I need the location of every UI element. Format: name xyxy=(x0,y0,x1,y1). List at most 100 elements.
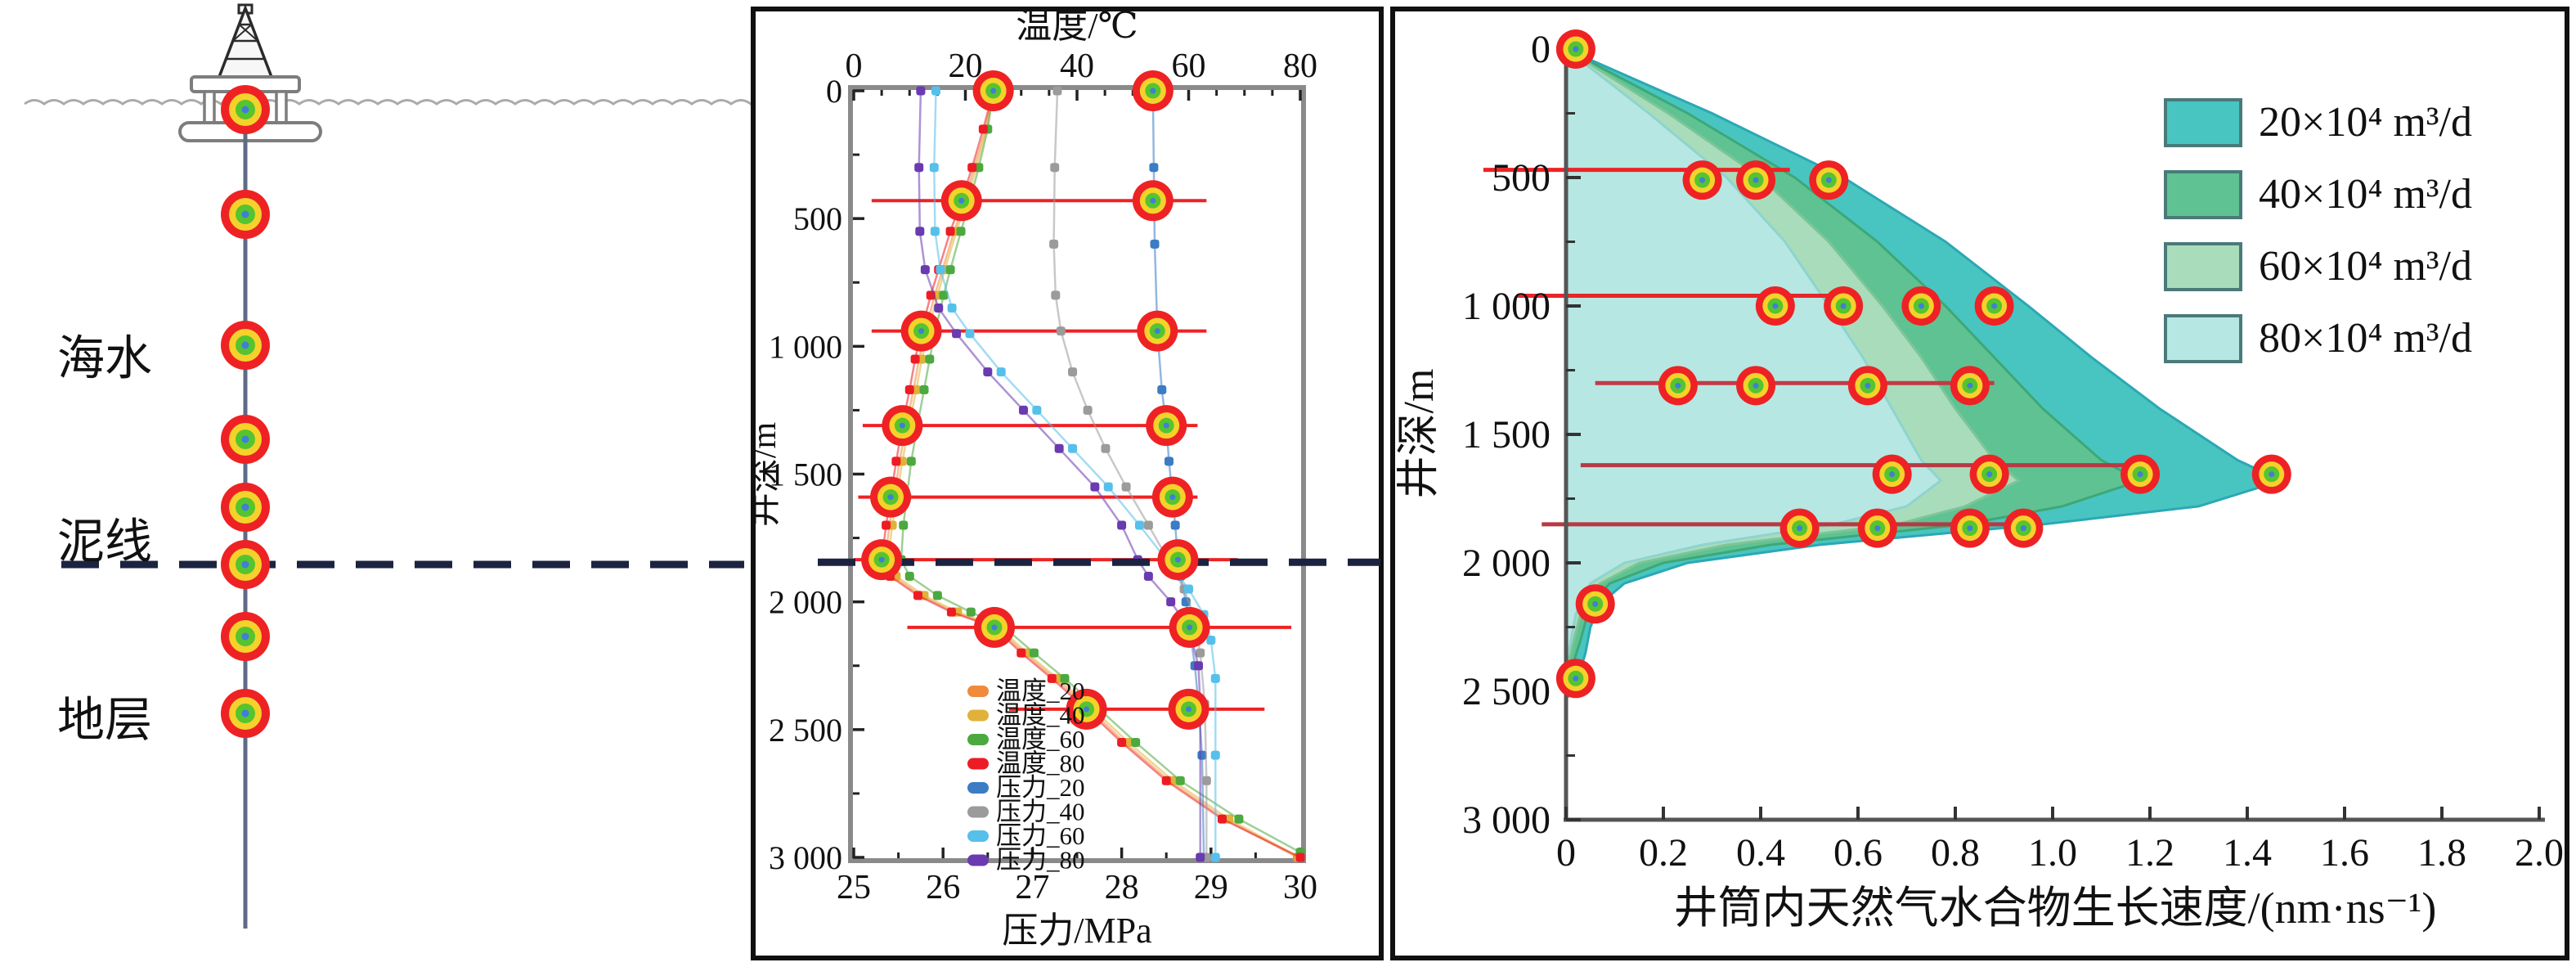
data-point xyxy=(1083,405,1093,415)
temperature-node-marker xyxy=(870,476,912,518)
growth-node-marker xyxy=(1682,160,1722,200)
sea-surface-wave xyxy=(24,99,751,106)
axis-text: 60 xyxy=(1172,47,1206,85)
growth-node-marker xyxy=(1974,286,2014,326)
data-point xyxy=(1121,482,1131,492)
hydrate-growth-group: 0 0.2 0.4 0.6 0.8 1.0 1.2 1.4 1.6 1.8 2.0 0 500 1 000… xyxy=(1390,7,2569,960)
axis-text: 1 500 xyxy=(769,456,842,492)
data-point xyxy=(920,265,930,275)
growth-node-marker xyxy=(1847,366,1887,406)
pressure-node-marker xyxy=(1168,688,1209,730)
well-node-marker xyxy=(221,612,270,661)
well-node-marker xyxy=(221,540,270,589)
legend-label: 60×10⁴ m³/d xyxy=(2259,243,2472,290)
pressure-node-marker xyxy=(1151,476,1193,518)
legend-label: 80×10⁴ m³/d xyxy=(2259,315,2472,362)
growth-node-marker xyxy=(1575,584,1615,624)
temperature-node-marker xyxy=(900,310,942,352)
data-point xyxy=(1068,443,1078,453)
axis-text: 2 500 xyxy=(1462,670,1551,713)
pressure-node-marker xyxy=(1146,405,1187,447)
data-point xyxy=(1056,326,1066,336)
growth-node-marker xyxy=(1809,160,1849,200)
drilling-platform xyxy=(178,3,322,142)
data-point xyxy=(1149,163,1159,173)
legend-label: 温度_80 xyxy=(996,749,1085,778)
well-node-marker xyxy=(221,483,270,532)
data-point xyxy=(929,163,939,173)
data-point xyxy=(1068,367,1078,377)
data-point xyxy=(1234,814,1244,824)
pressure-node-marker xyxy=(1169,606,1210,648)
derrick-icon xyxy=(217,4,274,79)
data-point xyxy=(1166,597,1176,607)
data-point xyxy=(978,124,988,134)
data-point xyxy=(914,163,924,173)
growth-node-marker xyxy=(1969,454,2009,494)
y-axis-title: 井深/m xyxy=(1396,369,1443,499)
legend-label: 压力_60 xyxy=(996,821,1085,850)
well-node-marker xyxy=(221,321,270,370)
label-seawater: 海水 xyxy=(57,332,152,385)
legend-label: 温度_60 xyxy=(996,725,1085,753)
data-point xyxy=(904,385,914,394)
axis-text: 0.6 xyxy=(1833,831,1883,875)
data-point xyxy=(1143,571,1153,581)
data-point xyxy=(1206,636,1216,645)
data-point xyxy=(1131,737,1141,747)
axis-text: 40 xyxy=(1060,47,1094,85)
data-point xyxy=(910,354,920,364)
data-point xyxy=(966,607,976,617)
temperature-node-marker xyxy=(940,180,982,222)
data-point xyxy=(1170,520,1180,530)
axis-text: 2 000 xyxy=(1462,542,1551,585)
data-point xyxy=(1018,405,1028,415)
data-point xyxy=(891,457,901,466)
legend-label: 压力_80 xyxy=(996,846,1085,875)
data-point xyxy=(1196,648,1205,658)
growth-node-marker xyxy=(1736,160,1776,200)
temperature-node-marker xyxy=(882,405,923,447)
data-point xyxy=(956,227,966,236)
hydrate-growth-chart: 0 0.2 0.4 0.6 0.8 1.0 1.2 1.4 1.6 1.8 2.0 0 500 1 000… xyxy=(1390,7,2569,960)
growth-node-marker xyxy=(1779,508,1820,548)
data-point xyxy=(1051,290,1061,300)
axis-text: 28 xyxy=(1105,869,1139,906)
data-point xyxy=(1103,482,1113,492)
data-point xyxy=(934,303,944,313)
legend-label: 温度_20 xyxy=(996,677,1085,705)
temperature-node-marker xyxy=(973,606,1015,648)
legend-swatch xyxy=(2164,98,2242,147)
legend-label: 压力_40 xyxy=(996,798,1085,826)
legend-label: 40×10⁴ m³/d xyxy=(2259,171,2472,218)
data-point xyxy=(1117,737,1127,747)
data-point xyxy=(1201,776,1211,785)
axis-text: 0.4 xyxy=(1736,831,1785,875)
legend-swatch xyxy=(2164,170,2242,219)
data-point xyxy=(1157,385,1167,394)
axis-text: 0.8 xyxy=(1931,831,1980,875)
data-point xyxy=(1210,750,1220,760)
data-point xyxy=(915,227,925,236)
growth-node-marker xyxy=(2251,454,2291,494)
axis-text: 0 xyxy=(826,73,842,110)
y-axis-title: 井深/m xyxy=(751,422,783,528)
data-point xyxy=(1210,852,1220,862)
data-point xyxy=(945,265,955,275)
growth-node-marker xyxy=(1755,286,1795,326)
data-point xyxy=(945,227,955,236)
temperature-node-marker xyxy=(1066,688,1107,730)
data-point xyxy=(1016,648,1026,658)
axis-text: 26 xyxy=(926,869,960,906)
data-point xyxy=(932,591,942,600)
pt-profile-panel: 0 20 40 60 80 温度/℃ 25 26 27 28 29 30 压力/MPa 0 500 1 000… xyxy=(751,7,1384,960)
top-axis-title: 温度/℃ xyxy=(1016,7,1138,46)
axis-text: 1 000 xyxy=(1462,285,1551,328)
growth-node-marker xyxy=(1824,286,1864,326)
legend-label: 20×10⁴ m³/d xyxy=(2259,99,2472,146)
data-point xyxy=(1164,457,1174,466)
data-point xyxy=(1150,239,1160,249)
data-point xyxy=(916,86,926,96)
